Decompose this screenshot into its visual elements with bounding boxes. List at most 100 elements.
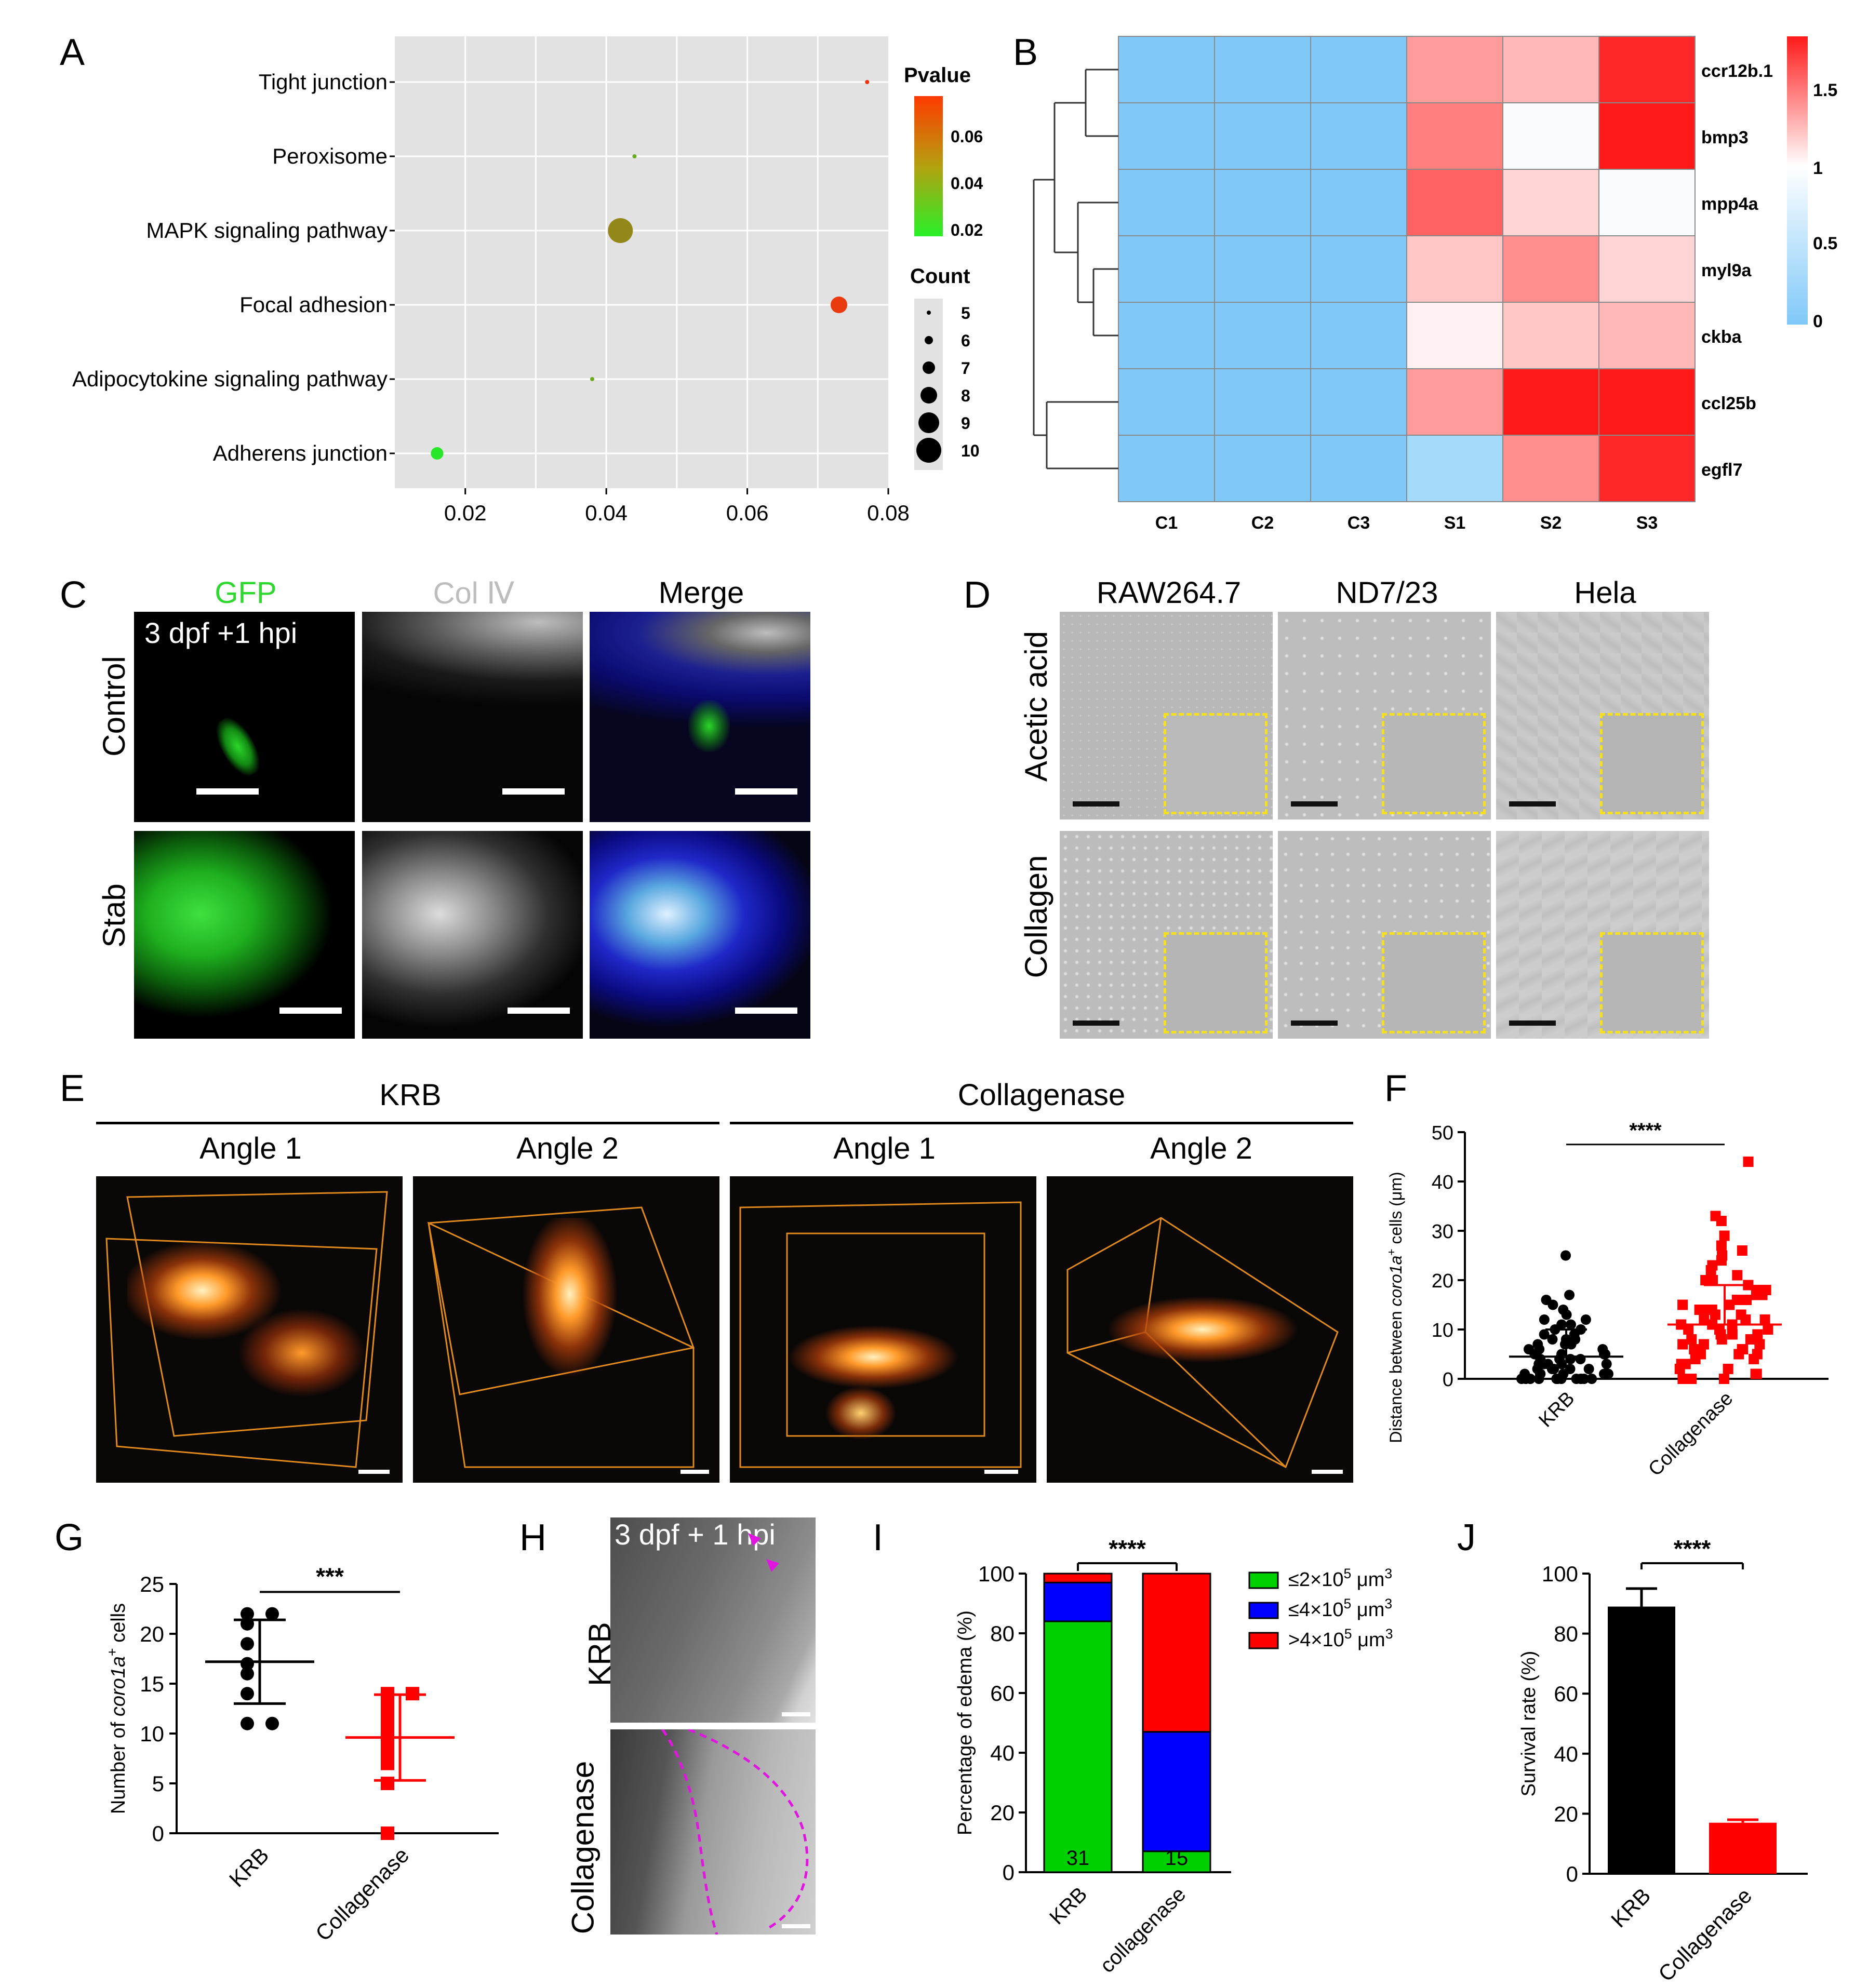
data-point-collagenase xyxy=(1743,1280,1754,1291)
data-point-krb xyxy=(1561,1309,1572,1320)
group-rule-krb xyxy=(96,1122,719,1124)
panel-letter-d: D xyxy=(964,574,991,616)
column-label: C1 xyxy=(1155,513,1178,533)
sig-label: **** xyxy=(1674,1535,1711,1562)
data-point-collagenase xyxy=(1686,1374,1697,1384)
data-point-collagenase xyxy=(1723,1364,1733,1374)
bubble xyxy=(431,447,444,460)
data-point-krb xyxy=(265,1716,279,1730)
pvalue-tick: 0.02 xyxy=(951,221,983,239)
heatmap-cell xyxy=(1502,36,1599,103)
heatmap-cell xyxy=(1406,169,1503,236)
col-label-merge: Merge xyxy=(658,576,744,610)
category-label: Peroxisome xyxy=(272,144,388,168)
heatmap-cell xyxy=(1598,302,1696,369)
data-point-collagenase xyxy=(1724,1299,1735,1310)
panel-letter-i: I xyxy=(873,1517,884,1559)
data-point-krb xyxy=(241,1657,254,1671)
chart-b: ccr12b.1 bmp3 mpp4a myl9a ckba ccl25b egfl7 C1 C… xyxy=(1033,36,1837,533)
category-label: Adipocytokine signaling pathway xyxy=(72,367,388,391)
angle-label-1: Angle 1 xyxy=(199,1132,302,1165)
data-point-collagenase xyxy=(1751,1368,1762,1379)
data-point-krb xyxy=(1583,1364,1594,1374)
heatmap-cell xyxy=(1406,302,1503,369)
row-label: egfl7 xyxy=(1701,460,1742,480)
micrograph-collagen-hela xyxy=(1496,831,1709,1039)
bar-segment xyxy=(1043,1620,1113,1873)
legend-swatch xyxy=(1248,1632,1279,1649)
heatmap-cell xyxy=(1598,368,1696,436)
heatmap-cell xyxy=(1214,169,1311,236)
tick-label-x: 0.02 xyxy=(444,501,487,525)
bar xyxy=(1608,1606,1675,1874)
data-point-krb xyxy=(1552,1374,1563,1384)
column-label: C2 xyxy=(1251,513,1274,533)
data-point-collagenase xyxy=(1716,1240,1727,1251)
heatmap-cell xyxy=(1214,302,1311,369)
group-label-krb: KRB xyxy=(379,1078,442,1112)
micrograph-control-merge xyxy=(590,612,810,822)
data-point-collagenase xyxy=(1759,1314,1770,1325)
chart-j: 0 20 40 60 80 100 Survival rate (%) KRBCollagen… xyxy=(1518,1535,1808,1982)
micrograph-stamp: 3 dpf +1 hpi xyxy=(144,616,298,649)
panel-letter-b: B xyxy=(1013,32,1038,73)
category-label: Collagenase xyxy=(1653,1883,1756,1982)
category-label: Focal adhesion xyxy=(239,292,388,317)
panel-letter-j: J xyxy=(1457,1517,1476,1559)
micrograph-control-col4 xyxy=(362,612,583,822)
data-point-krb xyxy=(1598,1368,1609,1379)
data-point-krb xyxy=(1564,1289,1575,1300)
heatmap-cell xyxy=(1118,169,1215,236)
tick-label-y: 0 xyxy=(152,1821,164,1846)
axis-title-y: Percentage of edema (%) xyxy=(954,1610,976,1835)
heatmap-cell xyxy=(1598,169,1696,236)
row-label: myl9a xyxy=(1701,261,1752,280)
tick-label-y: 0 xyxy=(1443,1369,1453,1391)
micrograph-collagen-raw264 xyxy=(1060,831,1273,1039)
category-label: KRB xyxy=(1045,1883,1091,1929)
heatmap-cell xyxy=(1406,368,1503,436)
tick-label-x: 0.04 xyxy=(585,501,628,525)
legend-label: ≤2×105 μm3 xyxy=(1288,1566,1392,1591)
chart-a: Tight junction Peroxisome MAPK signaling p… xyxy=(72,36,983,525)
data-point-collagenase xyxy=(1751,1289,1762,1300)
heatmap-cell xyxy=(1214,102,1311,170)
pvalue-colorbar xyxy=(914,96,943,236)
heatmap-cell xyxy=(1598,102,1696,170)
row-label: mpp4a xyxy=(1701,194,1759,214)
tick-label-x: 0.06 xyxy=(726,501,769,525)
data-point-krb xyxy=(1539,1329,1550,1340)
colorbar-tick: 0 xyxy=(1813,312,1823,331)
micrograph-h-krb: 3 dpf + 1 hpi xyxy=(610,1517,816,1723)
tick-label-y: 100 xyxy=(1542,1562,1578,1586)
data-point-krb xyxy=(1575,1354,1586,1364)
column-label: S2 xyxy=(1540,513,1562,533)
panel-letter-h: H xyxy=(519,1517,546,1559)
data-point-collagenase xyxy=(1677,1339,1688,1350)
row-label: ccr12b.1 xyxy=(1701,61,1773,81)
data-point-collagenase xyxy=(1710,1309,1720,1320)
heatmap-cell xyxy=(1502,235,1599,303)
micrograph-acetic-raw264 xyxy=(1060,612,1273,820)
chart-f: 0 10 20 30 40 50 Distance between coro1a+ cell… xyxy=(1385,1119,1829,1481)
chart-i: 0 20 40 60 80 100 Percentage of edema (%) 31 KRB… xyxy=(954,1535,1393,1977)
count-tick: 8 xyxy=(961,386,970,405)
heatmap-cell xyxy=(1310,235,1407,303)
count-legend-dot xyxy=(927,311,931,315)
data-point-krb xyxy=(265,1607,279,1621)
bubble xyxy=(632,154,637,158)
data-point-krb xyxy=(241,1607,254,1621)
data-point-krb xyxy=(1533,1374,1544,1384)
count-tick: 9 xyxy=(961,414,970,433)
row-label-h-collagenase: Collagenase xyxy=(565,1761,601,1935)
data-point-collagenase xyxy=(1754,1339,1765,1350)
data-point-krb xyxy=(1556,1359,1567,1369)
heatmap-cell xyxy=(1214,235,1311,303)
bubble xyxy=(590,377,594,381)
category-label: KRB xyxy=(1535,1388,1579,1432)
data-point-krb xyxy=(1539,1314,1550,1325)
tick-label-y: 5 xyxy=(152,1771,164,1796)
heatmap-colorbar xyxy=(1787,36,1808,325)
data-point-krb xyxy=(1575,1374,1586,1384)
row-label: ckba xyxy=(1701,327,1742,347)
